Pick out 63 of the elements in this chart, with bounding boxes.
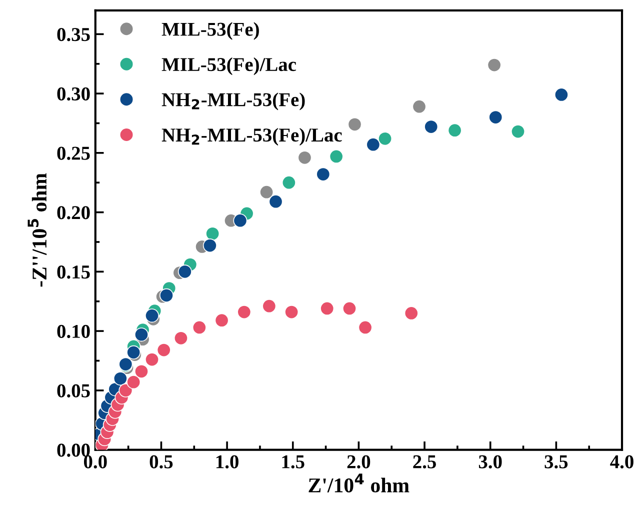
point: [113, 372, 128, 386]
point: [206, 226, 220, 241]
point: [214, 313, 229, 328]
y-tick-label: 0.05: [57, 384, 90, 398]
point: [487, 58, 502, 72]
point: [262, 299, 276, 314]
point: [329, 149, 344, 164]
point: [412, 100, 426, 114]
point: [378, 132, 392, 146]
point: [178, 264, 192, 279]
point: [174, 331, 188, 346]
point: [366, 138, 380, 152]
legend-label: MIL-53(Fe): [162, 22, 259, 40]
point: [554, 88, 568, 102]
y-tick-label: 0.15: [57, 265, 90, 279]
point: [134, 328, 148, 342]
point: [424, 120, 438, 134]
x-tick-label: 1.0: [216, 455, 238, 468]
y-axis-title: -Z''/10$^{5}$ ohm: [28, 173, 47, 287]
x-tick-label: 2.5: [413, 455, 436, 468]
legend-label: NH$_{2}$-MIL-53(Fe)/Lac: [162, 128, 342, 146]
point: [237, 305, 252, 320]
point: [268, 194, 283, 209]
point: [145, 308, 160, 323]
x-tick-label: 3.0: [478, 455, 502, 468]
point: [282, 176, 296, 190]
point: [298, 150, 312, 165]
x-tick-label: 0.5: [150, 455, 173, 468]
point: [510, 124, 526, 139]
point: [126, 345, 141, 360]
y-tick-label: 0.30: [57, 87, 90, 101]
point: [192, 320, 206, 334]
point: [316, 167, 330, 182]
point: [348, 117, 362, 132]
x-tick-label: 3.5: [544, 455, 568, 468]
point: [202, 238, 217, 253]
legend-label: NH$_{2}$-MIL-53(Fe): [162, 92, 305, 110]
point: [284, 305, 299, 320]
point: [488, 110, 503, 124]
x-tick-label: 1.5: [282, 455, 304, 468]
point: [358, 320, 372, 334]
y-tick-label: 0.35: [57, 28, 90, 42]
point: [404, 306, 418, 320]
point: [156, 343, 171, 358]
point: [134, 364, 148, 378]
x-tick-label: 0.0: [84, 455, 107, 468]
point: [320, 301, 334, 316]
x-tick-label: 4.0: [610, 455, 634, 468]
point: [145, 352, 160, 367]
y-tick-label: 0.10: [57, 324, 90, 338]
point: [342, 301, 356, 316]
x-tick-label: 2.0: [347, 455, 370, 468]
point: [126, 375, 141, 390]
y-tick-label: 0.25: [57, 146, 90, 160]
point: [260, 185, 274, 200]
x-axis-title: Z'/10$^{4}$ ohm: [308, 474, 410, 492]
point: [448, 123, 462, 138]
y-tick-label: 0.00: [57, 444, 90, 457]
point: [159, 288, 174, 302]
legend-label: MIL-53(Fe)/Lac: [162, 57, 296, 76]
point: [118, 383, 133, 398]
point: [233, 214, 248, 228]
y-tick-label: 0.20: [57, 206, 90, 220]
